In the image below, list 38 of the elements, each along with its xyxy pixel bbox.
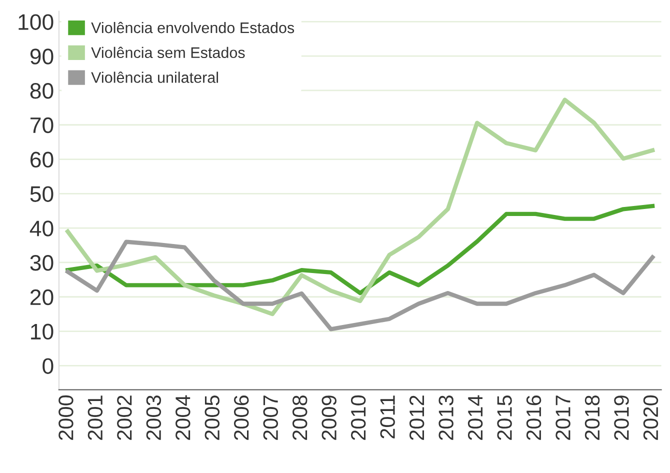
x-tick-label: 2018 [584,396,600,440]
y-tick-label: 50 [30,186,54,202]
x-tick-label: 2007 [263,396,278,440]
y-tick-label: 90 [30,48,54,64]
x-tick-label: 2014 [468,395,483,440]
y-tick-label: 40 [30,220,54,236]
line-series [66,204,655,296]
x-tick-label: 2004 [176,395,190,440]
x-tick-label: 2008 [292,396,308,440]
x-tick-label: 2012 [409,396,424,440]
y-tick-label: 100 [18,14,54,30]
x-tick-label: 2016 [526,396,542,440]
y-tick-label: 0 [42,358,54,374]
y-tick-label: 20 [30,289,54,306]
x-tick-label: 2010 [350,395,366,440]
x-tick-label: 2005 [204,395,220,440]
x-tick-label: 2013 [438,396,454,440]
x-tick-label: 2000 [58,395,74,440]
y-tick-label: 10 [31,324,54,340]
y-tick-label: 30 [30,255,54,271]
y-tick-label: 70 [30,117,54,134]
x-tick-label: 2009 [322,396,336,440]
x-tick-label: 2017 [556,396,570,440]
y-tick-label: 60 [30,152,54,168]
line-series [66,98,655,316]
legend-label: Violência unilateral [91,72,218,83]
legend-label: Violência envolvendo Estados [91,22,294,34]
x-tick-label: 2002 [117,396,132,440]
x-tick-label: 2006 [234,396,249,440]
x-tick-label: 2015 [497,395,512,440]
legend-label: Violência sem Estados [91,46,245,58]
y-tick-label: 80 [30,83,54,99]
x-tick-label: 2020 [643,395,658,440]
line-series [66,240,655,332]
x-tick-label: 2003 [146,396,162,440]
x-tick-label: 2001 [88,396,103,440]
x-tick-label: 2011 [380,396,395,438]
x-tick-label: 2019 [614,396,629,440]
